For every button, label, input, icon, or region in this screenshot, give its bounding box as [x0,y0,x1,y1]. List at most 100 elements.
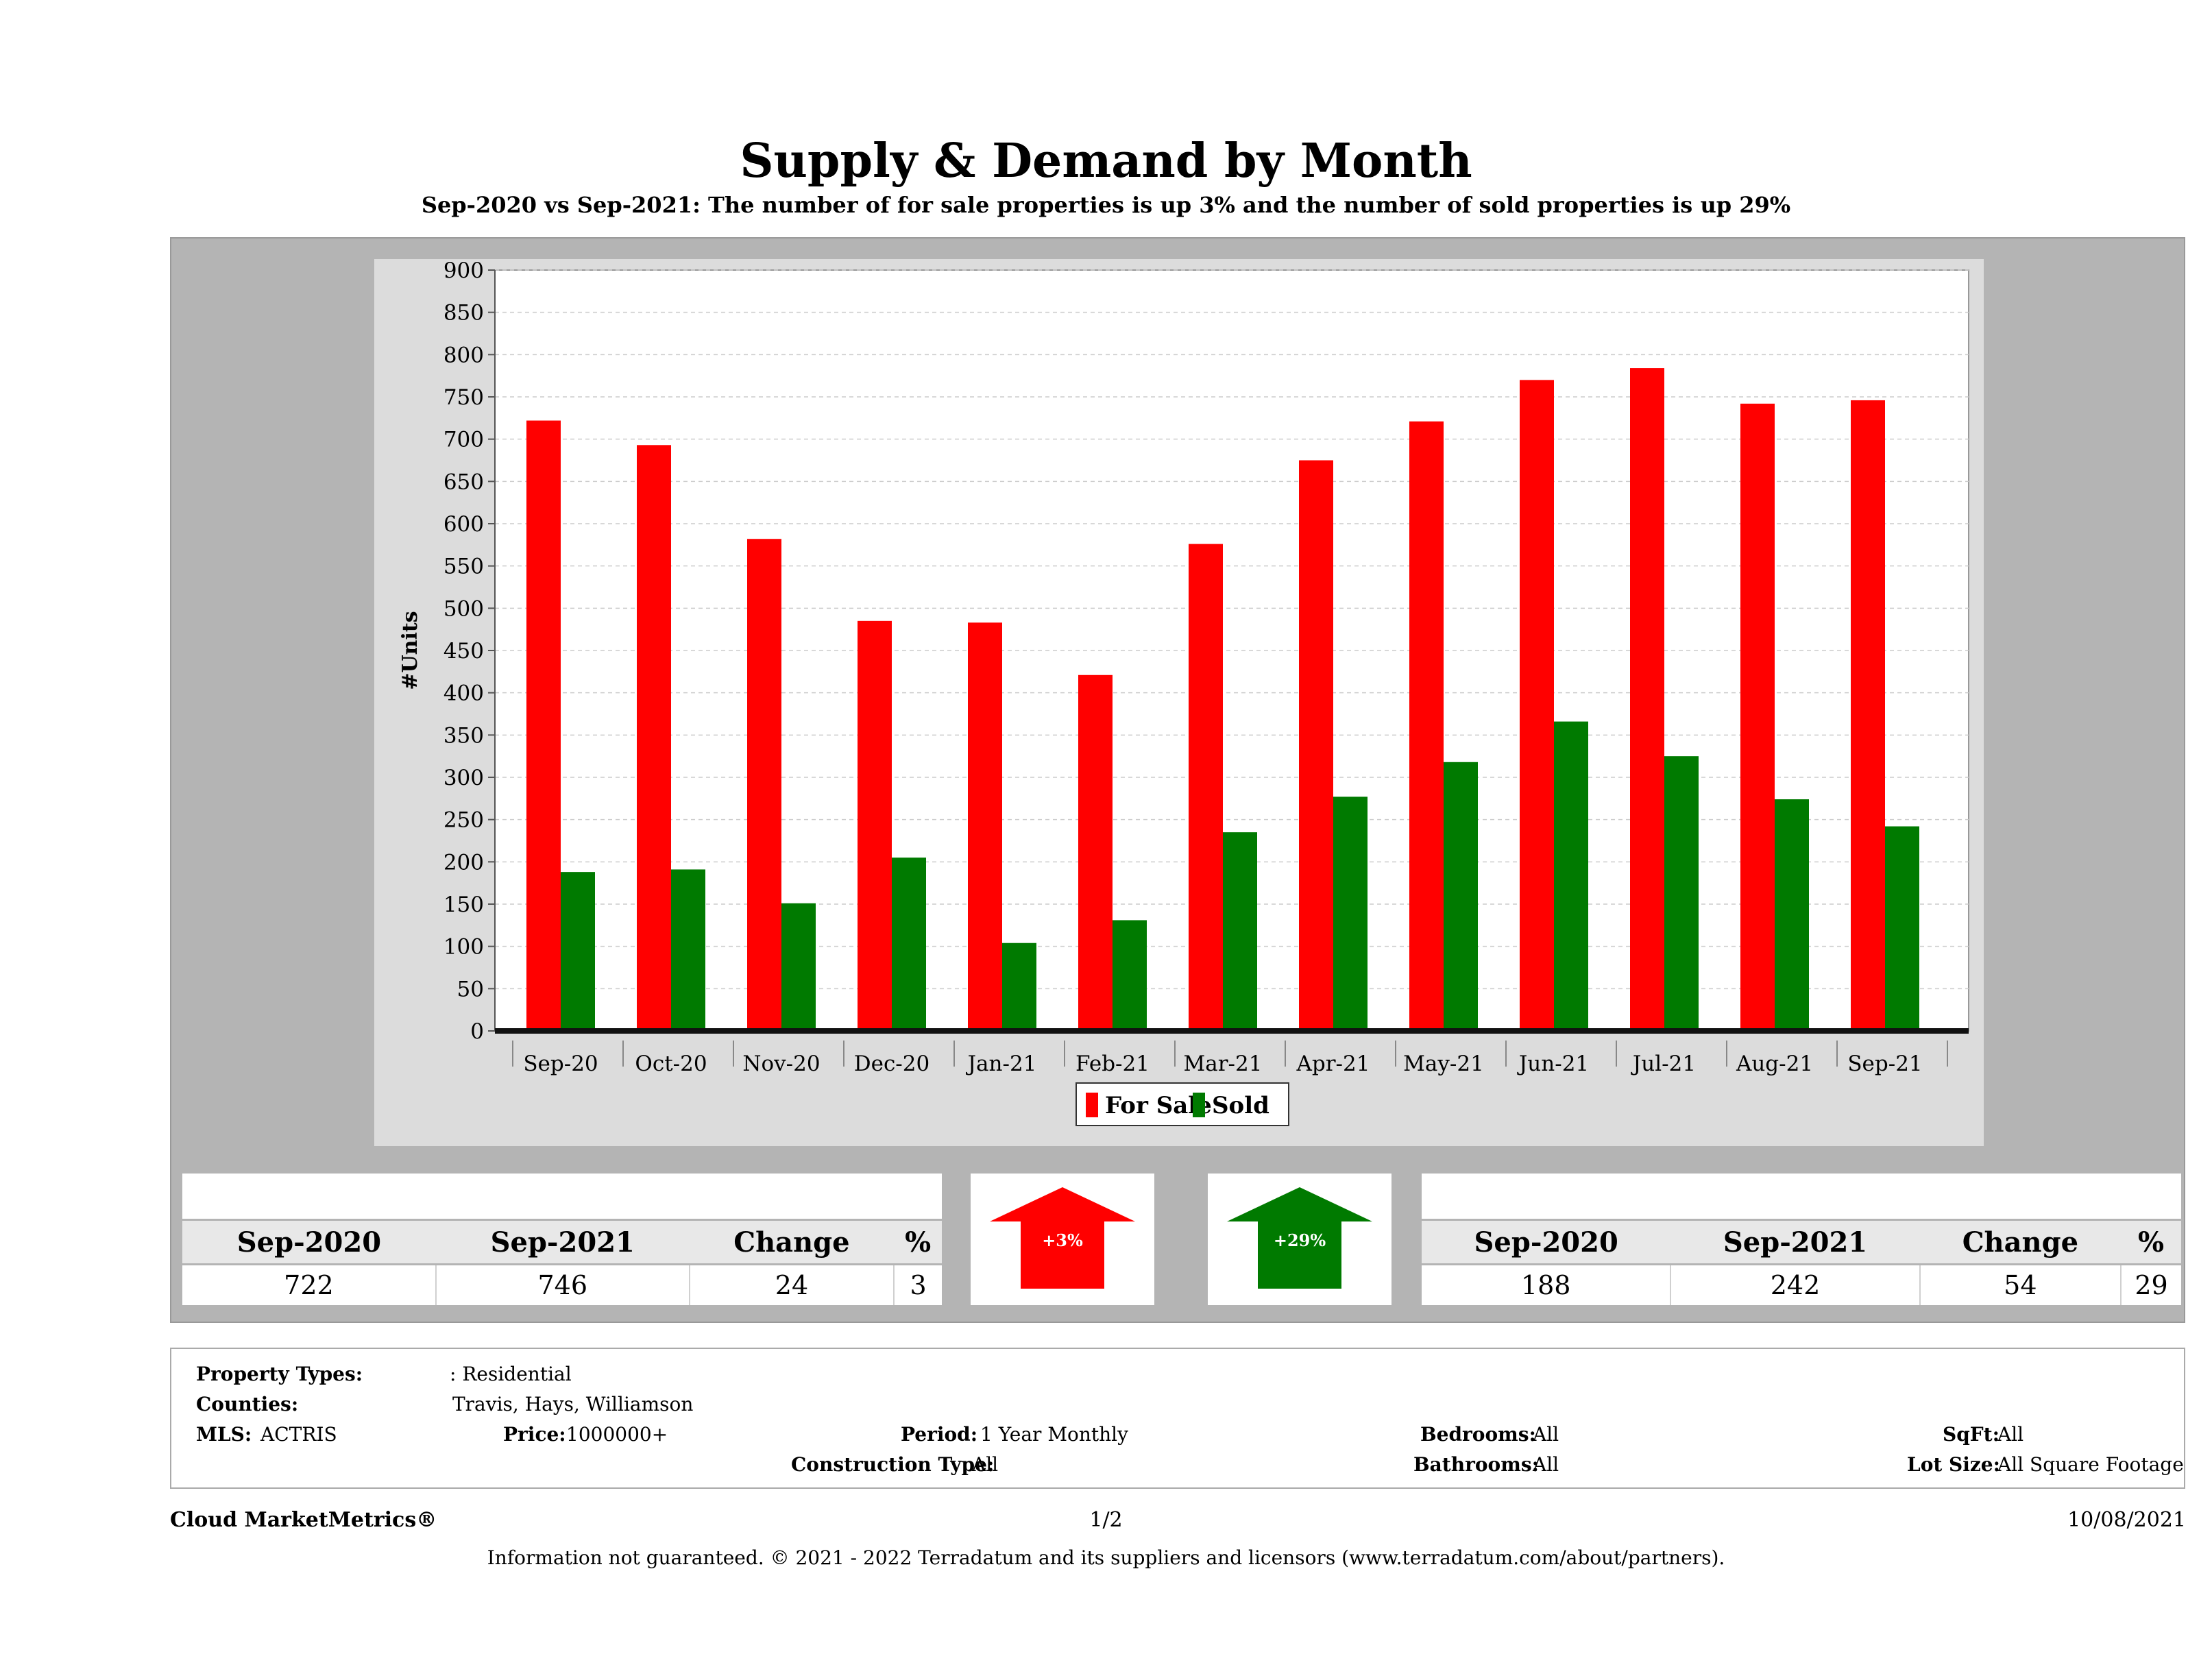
bar-sold [892,858,926,1031]
bar-for-sale [1740,403,1775,1031]
bar-sold [1444,762,1478,1031]
sqft-label: SqFt: [1943,1423,2000,1446]
stat-header: % [2121,1219,2181,1265]
mls-value: ACTRIS [260,1423,337,1446]
stat-value: 3 [893,1263,942,1305]
stat-header: % [894,1219,942,1265]
x-tick-label: Jan-21 [966,1051,1037,1076]
search-criteria: Property Types: : Residential Counties: … [170,1348,2185,1489]
arrow-up-icon [1227,1187,1372,1289]
stat-header: Sep-2021 [435,1219,690,1265]
page-title: Supply & Demand by Month [740,134,1472,189]
price-label: Price: [503,1423,566,1446]
y-tick-label: 500 [443,596,484,621]
bar-sold [1113,920,1147,1031]
y-tick-label: 800 [443,343,484,367]
property-types-label: Property Types: [196,1363,363,1385]
bedrooms-label: Bedrooms: [1420,1423,1536,1446]
stat-value: 29 [2120,1263,2181,1305]
mls-label: MLS: [196,1423,252,1446]
x-tick-label: Aug-21 [1736,1051,1813,1076]
x-tick-label: Mar-21 [1184,1051,1263,1076]
for-sale-stats-box: Sep-2020 Sep-2021 Change % 722 746 24 3 [182,1174,942,1305]
stat-header: Change [1919,1219,2122,1265]
stat-value: 54 [1919,1263,2122,1305]
arrow-up-icon: +29% [1227,1187,1372,1289]
y-tick-label: 450 [443,639,484,664]
y-tick-label: 100 [443,935,484,960]
bar-sold [671,869,705,1031]
bar-sold [1554,721,1588,1031]
bar-for-sale [1409,421,1444,1031]
for-sale-badge: +3% [1042,1230,1083,1250]
y-tick-label: 650 [443,470,484,494]
bar-for-sale [747,539,781,1031]
y-tick-label: 150 [443,892,484,917]
bar-for-sale [858,620,892,1031]
lot-size-value: All Square Footage [1997,1453,2184,1476]
legend-label: Sold [1212,1092,1269,1119]
stat-header: Sep-2020 [1422,1219,1671,1265]
y-axis-title: #Units [398,611,422,690]
chart-area: 0 50 100 150 200 250 300 350 400 450 500 550 600 650 7… [374,259,1984,1146]
stat-header: Sep-2021 [1670,1219,1920,1265]
bedrooms-value: All [1533,1423,1559,1446]
x-tick-label: Jun-21 [1517,1051,1589,1076]
bar-sold [781,903,816,1031]
bar-for-sale [1630,368,1664,1031]
x-tick-label: Nov-20 [742,1051,820,1076]
y-tick-label: 50 [457,977,484,1001]
bar-for-sale [1520,380,1554,1031]
y-tick-label: 550 [443,555,484,579]
x-tick-label: Dec-20 [854,1051,929,1076]
arrow-up-icon [990,1187,1135,1289]
footer-brand: Cloud MarketMetrics® [170,1508,437,1532]
stat-header: Change [689,1219,895,1265]
stat-value: 746 [435,1263,690,1305]
y-tick-label: 850 [443,301,484,326]
footer-page-number: 1/2 [1089,1508,1123,1532]
y-tick-label: 300 [443,766,484,790]
period-value: 1 Year Monthly [980,1423,1128,1446]
footer-date: 10/08/2021 [2067,1508,2186,1532]
y-tick-label: 200 [443,850,484,875]
price-value: 1000000+ [566,1423,668,1446]
bathrooms-label: Bathrooms: [1413,1453,1539,1476]
bar-for-sale [526,420,561,1031]
property-types-value: : Residential [450,1363,572,1385]
bar-for-sale [1189,544,1223,1031]
counties-value: Travis, Hays, Williamson [452,1393,694,1415]
for-sale-arrow-box: +3% [971,1174,1154,1305]
period-label: Period: [901,1423,978,1446]
stat-header: Sep-2020 [182,1219,436,1265]
footer-disclaimer: Information not guaranteed. © 2021 - 202… [487,1546,1725,1569]
bar-chart: 0 50 100 150 200 250 300 350 400 450 500 550 600 650 7… [398,259,1969,1126]
construction-value: All [972,1453,999,1476]
bar-for-sale [1078,674,1113,1031]
y-tick-label: 900 [443,259,484,283]
bar-for-sale [1851,400,1885,1031]
counties-label: Counties: [196,1393,299,1415]
y-tick-label: 400 [443,681,484,706]
stat-value: 242 [1670,1263,1920,1305]
x-tick-label: Apr-21 [1296,1051,1370,1076]
bar-for-sale [1299,460,1333,1031]
bar-sold [561,872,595,1031]
construction-label: Construction Type: [791,1453,995,1476]
y-tick-label: 250 [443,808,484,833]
sqft-value: All [1997,1423,2024,1446]
bar-sold [1885,826,1919,1031]
stat-value: 24 [688,1263,895,1305]
y-tick-label: 0 [470,1019,484,1044]
arrow-up-icon: +3% [990,1187,1135,1289]
sold-stats-table: Sep-2020 Sep-2021 Change % 188 242 54 29 [1422,1219,2181,1305]
sold-arrow-box: +29% [1208,1174,1391,1305]
x-tick-label: May-21 [1403,1051,1484,1076]
x-tick-label: Jul-21 [1631,1051,1696,1076]
sold-stats-box: Sep-2020 Sep-2021 Change % 188 242 54 29 [1422,1174,2181,1305]
bar-sold [1223,832,1257,1031]
for-sale-stats-table: Sep-2020 Sep-2021 Change % 722 746 24 3 [182,1219,942,1305]
bar-sold [1002,943,1036,1031]
bar-sold [1775,799,1809,1031]
y-tick-label: 600 [443,512,484,537]
